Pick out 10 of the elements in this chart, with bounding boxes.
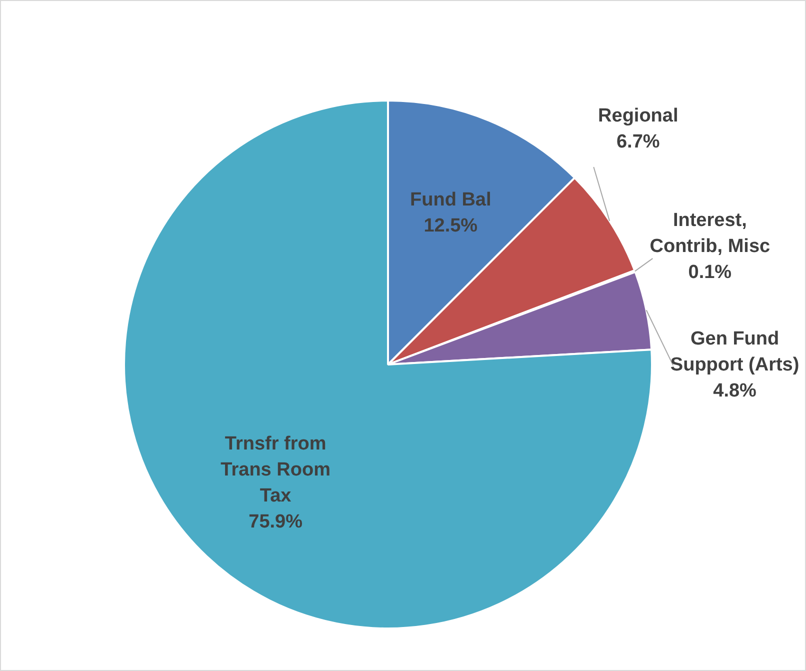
slice-label: Trnsfr from Trans Room Tax (220, 434, 330, 507)
data-label: 0.1% (688, 262, 732, 283)
data-label: 12.5% (424, 216, 478, 237)
slice-label: Fund Bal (410, 190, 492, 211)
slice-label: Regional (598, 105, 678, 126)
data-label: 4.8% (713, 380, 757, 402)
slice-label: Gen Fund Support (Arts) (670, 328, 800, 376)
slice-label: Interest, Contrib, Misc (650, 210, 771, 257)
data-label: 6.7% (616, 131, 660, 152)
data-label: 75.9% (248, 512, 303, 533)
